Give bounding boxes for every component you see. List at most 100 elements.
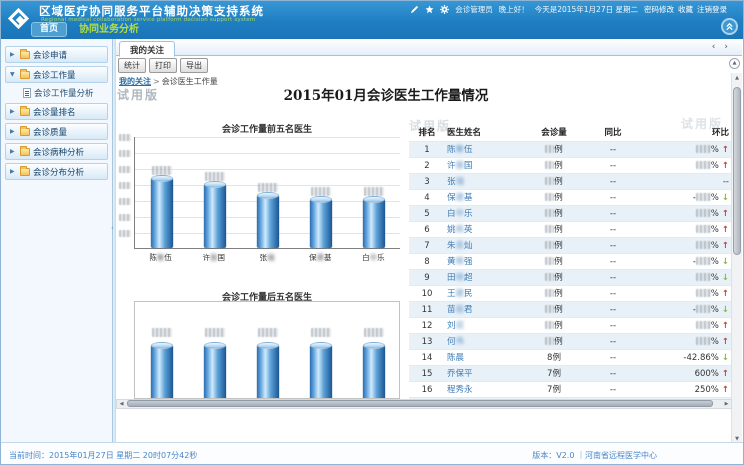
censored-bar-value xyxy=(205,172,225,181)
star-icon[interactable] xyxy=(425,5,434,14)
gridline xyxy=(135,137,400,138)
doctor-name-link[interactable]: 保建基 xyxy=(447,193,473,203)
doctor-name-link[interactable]: 白中乐 xyxy=(447,209,473,219)
sidebar-item[interactable]: ▶ 会诊量排名 xyxy=(5,103,108,120)
sidebar-item[interactable]: ▶ 会诊申请 xyxy=(5,46,108,63)
sidebar-item[interactable]: ▶ 会诊病种分析 xyxy=(5,143,108,160)
tab-scroll-left-icon[interactable]: ‹ xyxy=(712,42,716,52)
toolbar-button-stats[interactable]: 统计 xyxy=(118,58,146,73)
doctor-name-link[interactable]: 黄辉强 xyxy=(447,257,473,267)
doctor-name-link[interactable]: 何伟 xyxy=(447,337,464,347)
chart-bar[interactable] xyxy=(310,198,332,248)
volume-cell: 例 xyxy=(521,190,587,206)
chevron-right-icon: ▶ xyxy=(10,128,17,135)
doctor-name-link[interactable]: 刘双 xyxy=(447,321,464,331)
censored-y-tick xyxy=(119,150,131,157)
chevron-right-icon: ▶ xyxy=(10,168,17,175)
column-header: 医生姓名 xyxy=(445,125,521,142)
volume-cell: 7例 xyxy=(521,382,587,398)
horizontal-scroll-thumb[interactable] xyxy=(127,400,713,407)
toolbar-button-export[interactable]: 导出 xyxy=(180,58,208,73)
collapse-header-button[interactable] xyxy=(721,18,738,35)
toolbar-button-print[interactable]: 打印 xyxy=(149,58,177,73)
doctor-name-link[interactable]: 朱良灿 xyxy=(447,241,473,251)
yoy-cell: -- xyxy=(587,190,639,206)
yoy-cell: -- xyxy=(587,334,639,350)
table-row: 7 朱良灿 例 -- %↑ xyxy=(409,238,731,254)
censored-value xyxy=(696,145,711,153)
yoy-cell: -- xyxy=(587,238,639,254)
sidebar: ▶ 会诊申请 ▼ 会诊工作量 会诊工作量分析 ▶ 会诊量排名 ▶ 会诊质量 ▶ … xyxy=(1,39,113,444)
doctor-name-link[interactable]: 乔保平 xyxy=(447,369,473,379)
folder-icon xyxy=(20,51,30,59)
censored-text: 双 xyxy=(456,321,465,331)
scroll-right-arrow-icon[interactable]: ▶ xyxy=(722,400,731,408)
table-row: 4 保建基 例 -- -%↓ xyxy=(409,190,731,206)
tab-scroll-right-icon[interactable]: › xyxy=(724,42,728,52)
doctor-name-link[interactable]: 王建民 xyxy=(447,289,473,299)
chart-bar[interactable] xyxy=(363,344,385,399)
censored-bar-value xyxy=(364,187,384,196)
rank-cell: 6 xyxy=(409,222,445,238)
sidebar-item[interactable]: ▶ 会诊分布分析 xyxy=(5,163,108,180)
sidebar-item[interactable]: ▶ 会诊质量 xyxy=(5,123,108,140)
mom-cell: %↑ xyxy=(639,334,731,350)
chart-top5-plot xyxy=(134,137,400,249)
chart-bar[interactable] xyxy=(257,344,279,399)
collapse-sidebar-icon[interactable]: ‹ xyxy=(111,224,114,232)
nav-tab-home[interactable]: 首页 xyxy=(31,22,67,37)
censored-value xyxy=(696,337,711,345)
sidebar-item[interactable]: ▼ 会诊工作量 xyxy=(5,66,108,83)
sidebar-item-label: 会诊量排名 xyxy=(33,106,76,118)
doctor-name-link[interactable]: 程秀永 xyxy=(447,385,473,395)
header-link[interactable]: 收藏 xyxy=(678,4,693,15)
header-link[interactable]: 密码修改 xyxy=(644,4,674,15)
breadcrumb: 我的关注>会诊医生工作量 xyxy=(119,76,218,87)
chart-bar[interactable] xyxy=(257,194,279,248)
vertical-scrollbar[interactable]: ▲ ▼ xyxy=(731,73,742,444)
breadcrumb-link[interactable]: 我的关注 xyxy=(119,77,151,86)
gridline xyxy=(135,153,400,154)
scroll-up-arrow-icon[interactable]: ▲ xyxy=(732,73,742,83)
chart-bar[interactable] xyxy=(151,177,173,248)
censored-value xyxy=(696,225,711,233)
sidebar-subitem[interactable]: 会诊工作量分析 xyxy=(21,86,108,100)
chart-bar[interactable] xyxy=(204,183,226,248)
header-link[interactable]: 注销登录 xyxy=(697,4,727,15)
table-row: 6 姚佩英 例 -- %↑ xyxy=(409,222,731,238)
nav-tab-analysis[interactable]: 协同业务分析 xyxy=(79,23,139,36)
column-header: 排名 xyxy=(409,125,445,142)
tab-my-focus[interactable]: 我的关注 xyxy=(119,41,175,57)
doctor-name-link[interactable]: 苗丽君 xyxy=(447,305,473,315)
doctor-name-link[interactable]: 陈晨 xyxy=(447,353,464,363)
doctor-name-link[interactable]: 田晓超 xyxy=(447,273,473,283)
chart-bar[interactable] xyxy=(151,344,173,399)
doctor-name-link[interactable]: 姚佩英 xyxy=(447,225,473,235)
volume-cell: 例 xyxy=(521,254,587,270)
mom-cell: -%↓ xyxy=(639,190,731,206)
censored-y-tick xyxy=(119,230,131,237)
doctor-name-link[interactable]: 许振国 xyxy=(447,161,473,171)
censored-y-tick xyxy=(119,214,131,221)
chart-bar[interactable] xyxy=(363,198,385,248)
volume-cell: 8例 xyxy=(521,350,587,366)
horizontal-scrollbar[interactable]: ◀ ▶ xyxy=(116,399,732,409)
sidebar-splitter[interactable]: ‹ xyxy=(113,39,116,444)
chart-bar[interactable] xyxy=(204,344,226,399)
gear-icon[interactable] xyxy=(440,5,449,14)
folder-icon xyxy=(20,71,30,79)
chevron-down-icon: ▼ xyxy=(10,71,17,78)
scroll-top-button[interactable]: ▲ xyxy=(729,58,740,69)
yoy-cell: -- xyxy=(587,206,639,222)
volume-cell: 例 xyxy=(521,142,587,158)
chart-bar[interactable] xyxy=(310,344,332,399)
pencil-icon[interactable] xyxy=(410,5,419,14)
doctor-name-link[interactable]: 张瑞 xyxy=(447,177,464,187)
volume-cell: 7例 xyxy=(521,366,587,382)
trend-up-icon: ↑ xyxy=(722,289,729,299)
folder-icon xyxy=(20,108,30,116)
doctor-name-link[interactable]: 陈聚伍 xyxy=(447,145,473,155)
scroll-left-arrow-icon[interactable]: ◀ xyxy=(117,400,126,408)
vertical-scroll-thumb[interactable] xyxy=(733,87,741,255)
breadcrumb-separator: > xyxy=(153,77,160,86)
